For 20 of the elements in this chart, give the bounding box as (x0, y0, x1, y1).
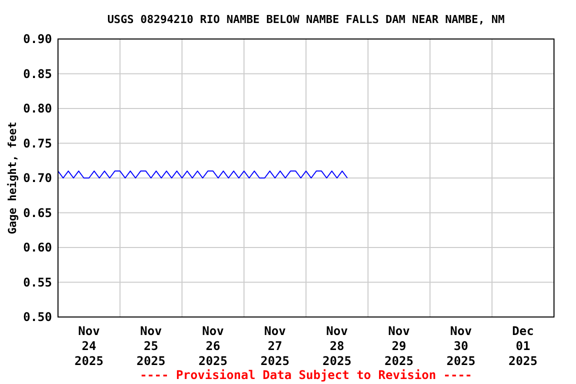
chart-title: USGS 08294210 RIO NAMBE BELOW NAMBE FALLS DAM NEAR NAMBE, NM (107, 13, 506, 26)
x-tick-label: Nov 29 2025 (384, 324, 414, 368)
x-tick-label: Nov 30 2025 (446, 324, 476, 368)
text: ---- Provisional Data Subject to Revision ---- (140, 368, 472, 382)
x-tick-label: Nov 26 2025 (198, 324, 228, 368)
x-tick-label: Nov 27 2025 (260, 324, 290, 368)
y-tick-label: 0.75 (23, 136, 52, 150)
x-tick-label: Dec 01 2025 (508, 324, 538, 368)
y-tick-label: 0.90 (23, 32, 52, 46)
y-tick-label: 0.70 (23, 171, 52, 186)
y-tick-label: 0.85 (23, 66, 52, 81)
x-tick-label: Nov 28 2025 (322, 324, 352, 368)
y-tick-label: 0.80 (23, 102, 52, 116)
y-tick-label: 0.65 (23, 206, 52, 220)
y-tick-label: 0.55 (23, 275, 52, 290)
x-tick-label: Nov 24 2025 (74, 324, 104, 368)
x-tick-label: Nov 25 2025 (136, 324, 166, 368)
y-axis-title: Gage height, feet (6, 122, 19, 234)
y-tick-label: 0.50 (23, 310, 52, 324)
y-tick-label: 0.60 (23, 240, 52, 255)
